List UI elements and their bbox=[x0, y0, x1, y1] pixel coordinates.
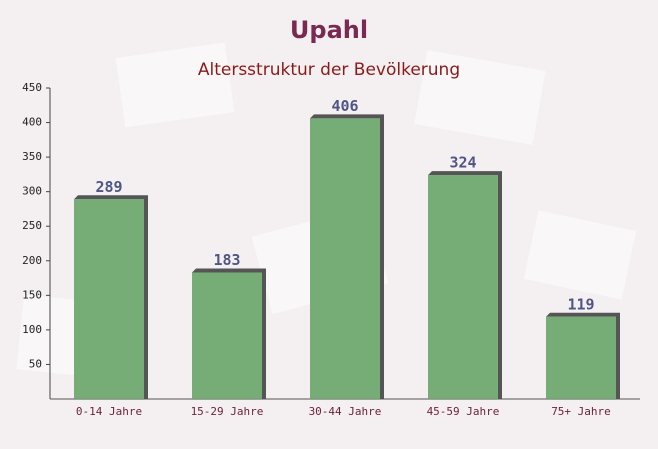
x-tick-label: 75+ Jahre bbox=[551, 405, 611, 418]
x-tick-label: 45-59 Jahre bbox=[427, 405, 500, 418]
y-tick-label: 450 bbox=[22, 81, 42, 94]
y-tick-label: 150 bbox=[22, 288, 42, 301]
y-tick-label: 350 bbox=[22, 150, 42, 163]
y-tick-label: 200 bbox=[22, 254, 42, 267]
y-tick-label: 250 bbox=[22, 219, 42, 232]
x-tick-label: 15-29 Jahre bbox=[191, 405, 264, 418]
chart-title: Upahl bbox=[290, 16, 368, 44]
y-tick-label: 100 bbox=[22, 323, 42, 336]
bar bbox=[74, 199, 144, 399]
bar bbox=[192, 272, 262, 399]
x-tick-label: 0-14 Jahre bbox=[76, 405, 142, 418]
y-tick-label: 300 bbox=[22, 185, 42, 198]
value-label: 183 bbox=[213, 251, 240, 269]
value-label: 406 bbox=[331, 97, 358, 115]
bar bbox=[310, 118, 380, 400]
value-label: 324 bbox=[449, 154, 476, 172]
value-label: 289 bbox=[95, 178, 122, 196]
value-label: 119 bbox=[567, 295, 594, 313]
chart-subtitle: Altersstruktur der Bevölkerung bbox=[198, 60, 460, 80]
y-tick-label: 400 bbox=[22, 116, 42, 129]
bar bbox=[428, 175, 498, 399]
y-tick-label: 50 bbox=[29, 357, 42, 370]
x-tick-label: 30-44 Jahre bbox=[309, 405, 382, 418]
bar bbox=[546, 316, 616, 399]
